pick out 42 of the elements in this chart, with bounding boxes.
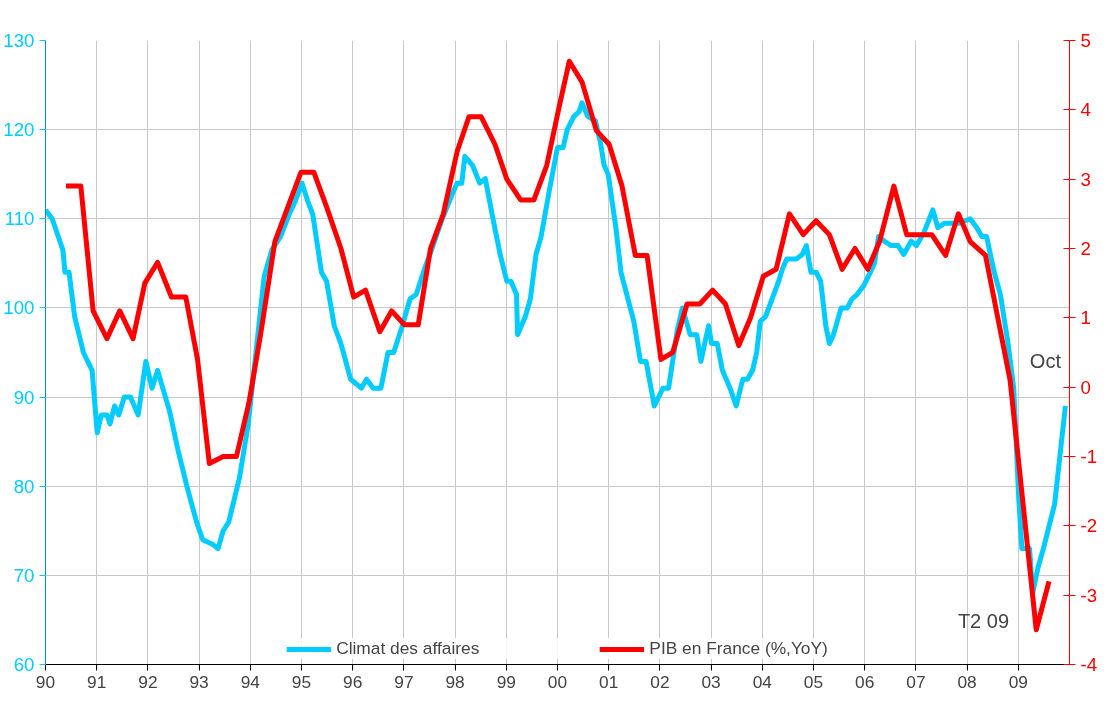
x-tick-label: 92 (138, 671, 158, 692)
y2-tick-label: 2 (1080, 238, 1091, 259)
x-tick-label: 93 (189, 671, 209, 692)
y-tick-label: 80 (13, 475, 35, 497)
x-tick-label: 94 (240, 671, 261, 692)
y-tick-label: 60 (13, 654, 35, 675)
y-tick-label: 100 (3, 297, 35, 319)
y2-tick-label: -2 (1080, 515, 1098, 537)
x-tick-label: 91 (87, 671, 107, 692)
legend-label: Climat des affaires (336, 638, 480, 659)
x-tick-label: 98 (445, 671, 465, 692)
y2-tick-label: 4 (1080, 99, 1091, 121)
x-tick-label: 99 (496, 671, 516, 692)
annotation: Oct (1029, 349, 1062, 372)
legend-label: PIB en France (%,YoY) (649, 638, 828, 659)
x-tick-label: 08 (957, 671, 977, 692)
y2-tick-label: 1 (1080, 307, 1091, 329)
y-tick-label: 120 (3, 119, 35, 141)
x-tick-label: 03 (701, 671, 721, 692)
y2-tick-label: -4 (1080, 654, 1098, 675)
annotation: T2 09 (957, 610, 1010, 633)
y2-tick-label: 3 (1080, 168, 1091, 190)
x-tick-label: 09 (1008, 671, 1028, 692)
x-tick-label: 04 (752, 671, 773, 692)
x-tick-label: 96 (343, 671, 363, 692)
x-tick-label: 07 (906, 671, 926, 692)
x-tick-label: 95 (291, 671, 312, 692)
x-tick-label: 90 (35, 671, 56, 692)
y-tick-label: 90 (13, 386, 35, 408)
x-tick-label: 01 (599, 671, 619, 692)
y2-tick-label: 0 (1080, 376, 1091, 398)
x-tick-label: 06 (855, 671, 875, 692)
x-tick-label: 97 (394, 671, 414, 692)
x-tick-label: 02 (650, 671, 670, 692)
y-tick-label: 110 (4, 208, 35, 230)
y-tick-label: 70 (13, 564, 35, 586)
y2-tick-label: -3 (1080, 584, 1098, 606)
y2-tick-label: 5 (1080, 30, 1091, 51)
x-tick-label: 05 (803, 671, 824, 692)
y-tick-label: 130 (3, 30, 35, 51)
y2-tick-label: -1 (1080, 446, 1098, 467)
x-tick-label: 00 (547, 671, 568, 692)
